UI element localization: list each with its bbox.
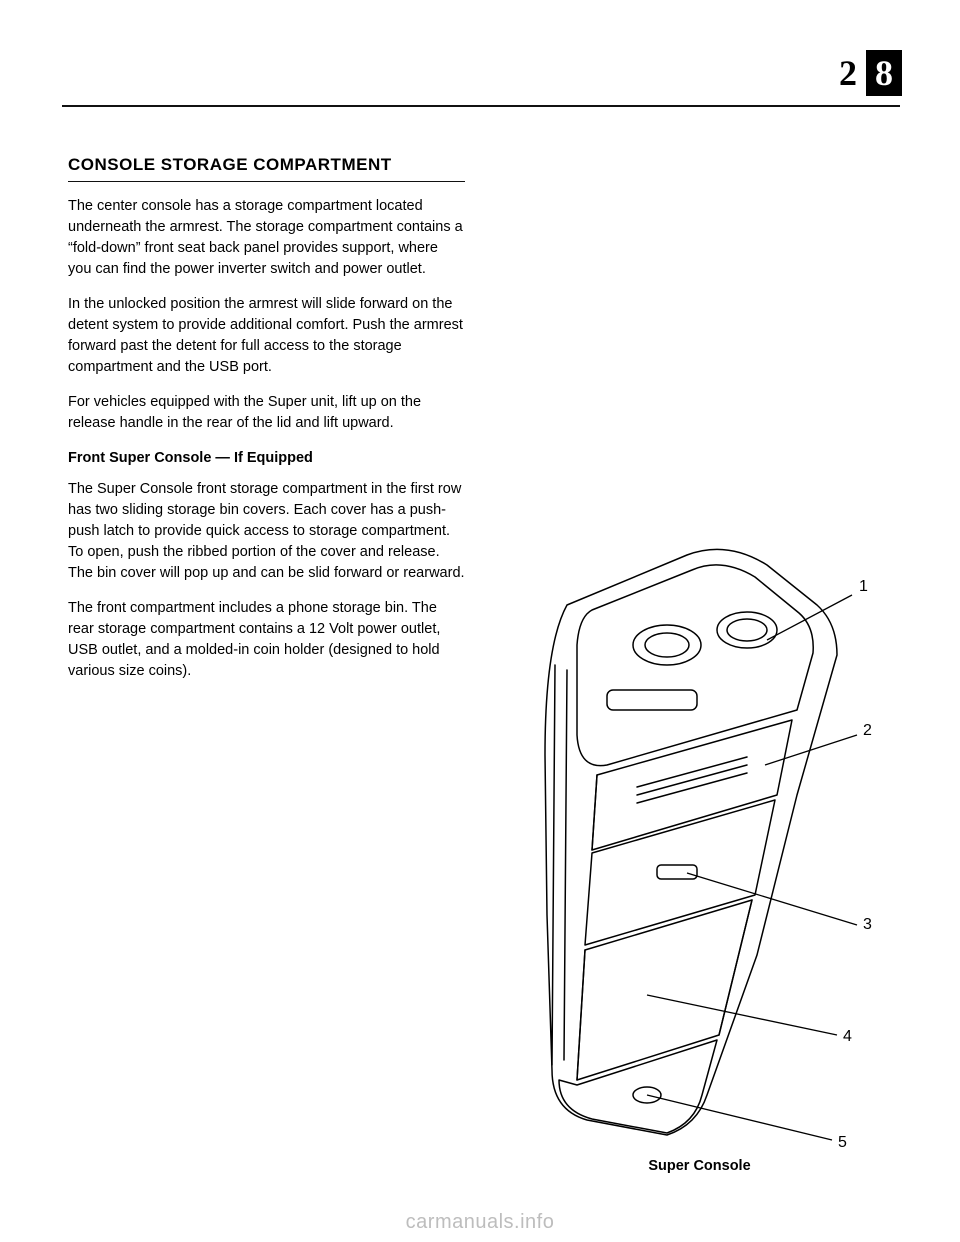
chapter-right: 8: [866, 50, 902, 96]
watermark: carmanuals.info: [0, 1211, 960, 1234]
header-rule: [62, 105, 900, 107]
callout-3: 3: [863, 916, 872, 933]
left-p5: The front compartment includes a phone s…: [68, 598, 465, 682]
callout-1: 1: [859, 578, 868, 595]
diagram-caption: Super Console: [497, 1158, 902, 1174]
chapter-left: 2: [830, 50, 866, 96]
section-title: CONSOLE STORAGE COMPARTMENT: [68, 155, 465, 175]
super-console-diagram: 1 2 3 4 5: [497, 535, 902, 1155]
callout-4: 4: [843, 1028, 852, 1045]
title-rule: [68, 181, 465, 182]
callout-5: 5: [838, 1134, 847, 1151]
left-subhead: Front Super Console — If Equipped: [68, 448, 465, 469]
left-p2: In the unlocked position the armrest wil…: [68, 294, 465, 378]
callout-2: 2: [863, 722, 872, 739]
left-column: CONSOLE STORAGE COMPARTMENT The center c…: [68, 155, 465, 696]
left-p4: The Super Console front storage compartm…: [68, 479, 465, 584]
left-p3: For vehicles equipped with the Super uni…: [68, 392, 465, 434]
left-p1: The center console has a storage compart…: [68, 196, 465, 280]
chapter-tab: 2 8: [830, 50, 902, 96]
